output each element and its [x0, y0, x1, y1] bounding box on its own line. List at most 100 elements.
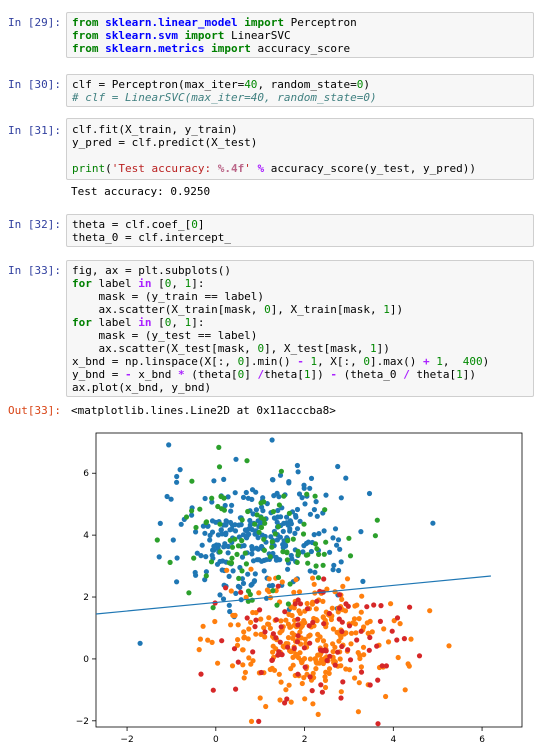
scatter-point [383, 693, 389, 700]
scatter-point [227, 537, 233, 543]
scatter-point [310, 701, 316, 707]
scatter-point [222, 541, 228, 547]
scatter-point [245, 636, 251, 642]
scatter-point [261, 625, 267, 631]
scatter-point [243, 489, 249, 496]
scatter-point [319, 689, 325, 695]
scatter-point [246, 626, 252, 632]
scatter-point [317, 634, 323, 640]
scatter-point [313, 666, 319, 672]
code-line: y_pred = clf.predict(X_test) [72, 136, 258, 149]
scatter-point [299, 495, 305, 501]
scatter-point [256, 590, 262, 596]
scatter-point [395, 654, 401, 661]
scatter-point [209, 495, 215, 501]
scatter-point [320, 562, 326, 568]
scatter-point [240, 662, 246, 668]
code-input[interactable]: from sklearn.linear_model import Percept… [66, 12, 534, 58]
scatter-point [174, 479, 180, 485]
scatter-point [252, 624, 258, 630]
scatter-point [257, 695, 263, 701]
scatter-point [332, 526, 339, 532]
scatter-point [299, 660, 305, 666]
scatter-point [378, 603, 384, 609]
scatter-point [189, 508, 195, 514]
scatter-point [356, 680, 362, 686]
scatter-point [304, 600, 310, 607]
scatter-point [241, 629, 247, 635]
code-input[interactable]: clf = Perceptron(max_iter=40, random_sta… [66, 74, 534, 107]
scatter-point [295, 622, 301, 628]
scatter-point [348, 630, 355, 636]
code-line: mask = (y_train == label) [72, 290, 265, 303]
scatter-point [354, 602, 360, 608]
scatter-point [407, 604, 413, 610]
scatter-point [266, 615, 272, 621]
cell-30[interactable]: In [30]: clf = Perceptron(max_iter=40, r… [0, 74, 540, 107]
scatter-point [334, 629, 340, 635]
scatter-point [357, 655, 363, 662]
scatter-point [366, 647, 372, 653]
cell-33[interactable]: In [33]: fig, ax = plt.subplots() for la… [0, 260, 540, 397]
code-line: for label in [0, 1]: [72, 277, 205, 290]
scatter-point [241, 635, 247, 641]
x-tick-label: 0 [213, 735, 219, 745]
scatter-point [277, 697, 283, 703]
scatter-point [291, 589, 297, 595]
scatter-point [278, 468, 284, 474]
scatter-point [305, 560, 311, 566]
scatter-point [234, 551, 240, 557]
scatter-point [256, 529, 262, 535]
scatter-point [302, 620, 308, 626]
scatter-point [337, 592, 343, 598]
scatter-point [283, 687, 289, 693]
cell-31[interactable]: In [31]: clf.fit(X_train, y_train) y_pre… [0, 118, 540, 203]
code-line: from sklearn.svm import LinearSVC [72, 29, 291, 42]
scatter-point [310, 599, 316, 605]
code-input[interactable]: theta = clf.coef_[0] theta_0 = clf.inter… [66, 214, 534, 247]
cell-29[interactable]: In [29]: from sklearn.linear_model impor… [0, 12, 540, 58]
scatter-point [245, 571, 251, 577]
scatter-point [197, 506, 203, 512]
cell-32[interactable]: In [32]: theta = clf.coef_[0] theta_0 = … [0, 214, 540, 247]
scatter-point [383, 663, 389, 669]
scatter-point [324, 586, 330, 592]
scatter-point [307, 656, 313, 662]
scatter-point [295, 616, 301, 622]
scatter-point [284, 557, 290, 563]
scatter-point [446, 643, 452, 649]
scatter-point [240, 580, 247, 586]
scatter-point [338, 663, 344, 669]
code-line: from sklearn.linear_model import Percept… [72, 16, 357, 29]
scatter-point [355, 709, 361, 715]
cell-prompt: In [30]: [8, 78, 61, 91]
scatter-point [385, 639, 392, 645]
scatter-point [243, 594, 249, 600]
scatter-point [277, 472, 284, 478]
code-input[interactable]: fig, ax = plt.subplots() for label in [0… [66, 260, 534, 397]
scatter-point [354, 637, 360, 643]
scatter-point [340, 583, 346, 589]
code-input[interactable]: clf.fit(X_train, y_train) y_pred = clf.p… [66, 118, 534, 180]
scatter-point [249, 546, 255, 553]
scatter-point [259, 504, 265, 510]
scatter-point [186, 590, 192, 596]
scatter-point [326, 666, 333, 672]
code-line: ax.scatter(X_train[mask, 0], X_train[mas… [72, 303, 404, 316]
scatter-point [364, 604, 370, 610]
scatter-point [203, 519, 209, 526]
scatter-point [307, 568, 313, 574]
scatter-point [289, 556, 295, 562]
scatter-point [371, 602, 377, 608]
scatter-point [310, 670, 316, 676]
scatter-point [253, 617, 259, 623]
scatter-point [250, 658, 256, 664]
scatter-point [297, 601, 304, 607]
scatter-point [351, 616, 358, 622]
scatter-points [137, 437, 452, 727]
scatter-point [269, 437, 275, 443]
cell-prompt: In [33]: [8, 264, 61, 277]
scatter-point [308, 475, 315, 481]
scatter-point [292, 601, 298, 607]
scatter-point [226, 602, 232, 608]
